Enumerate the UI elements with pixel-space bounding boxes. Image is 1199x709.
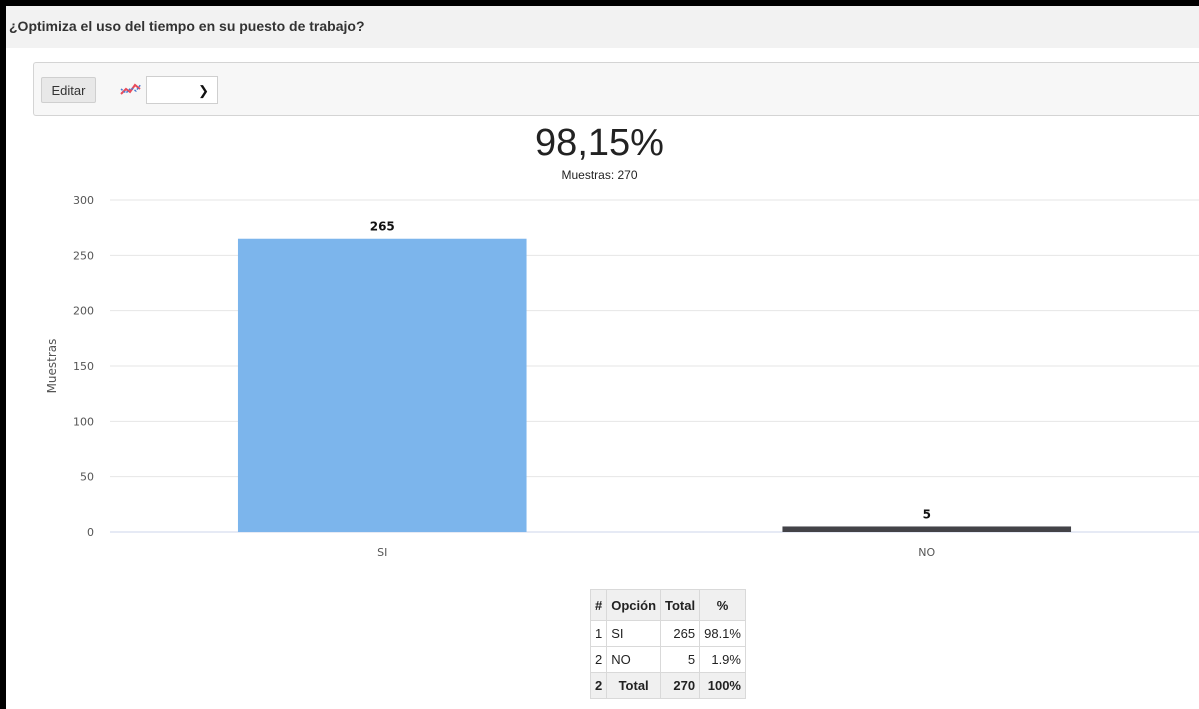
y-tick-label: 100 <box>73 415 94 428</box>
percentage-value: 98,15% <box>535 122 664 164</box>
bar <box>237 238 527 532</box>
y-tick-label: 150 <box>73 360 94 373</box>
col-header-percent: % <box>699 589 746 621</box>
y-tick-label: 200 <box>73 305 94 318</box>
cell-option: SI <box>606 620 662 647</box>
y-tick-label: 250 <box>73 249 94 262</box>
samples-count: Muestras: 270 <box>561 168 638 182</box>
results-table: # Opción Total % 1 SI 265 98.1% 2 NO 5 1… <box>589 589 746 699</box>
edit-button[interactable]: Editar <box>41 77 96 103</box>
total-value: 270 <box>660 672 701 699</box>
y-tick-label: 300 <box>73 194 94 207</box>
table-row: 1 SI 265 98.1% <box>589 620 746 647</box>
cell-total: 5 <box>660 646 701 673</box>
col-header-index: # <box>589 589 608 621</box>
total-percent: 100% <box>699 672 746 699</box>
total-count: 2 <box>589 672 608 699</box>
y-tick-label: 0 <box>87 526 94 539</box>
table-header-row: # Opción Total % <box>589 589 746 621</box>
bar-chart: 0 50 100 150 200 250 300 Muestras 265 SI 5 NO <box>45 194 1199 559</box>
table-total-row: 2 Total 270 100% <box>589 672 746 699</box>
y-tick-label: 50 <box>80 471 94 484</box>
data-label: 265 <box>370 220 395 234</box>
chart-toolbar: Editar ❯ <box>33 62 1199 116</box>
cell-option: NO <box>606 646 662 673</box>
chart-type-select[interactable]: ❯ <box>146 76 218 104</box>
x-tick-label: SI <box>377 546 387 559</box>
col-header-option: Opción <box>606 589 662 621</box>
total-label: Total <box>606 672 662 699</box>
table-row: 2 NO 5 1.9% <box>589 646 746 673</box>
bar <box>782 526 1072 532</box>
cell-total: 265 <box>660 620 701 647</box>
question-header: ¿Optimiza el uso del tiempo en su puesto… <box>6 6 1199 48</box>
cell-index: 1 <box>589 620 608 647</box>
cell-index: 2 <box>589 646 608 673</box>
chevron-down-icon: ❯ <box>198 83 209 98</box>
data-label: 5 <box>923 507 931 521</box>
col-header-total: Total <box>660 589 701 621</box>
x-tick-label: NO <box>918 546 935 559</box>
cell-percent: 98.1% <box>699 620 746 647</box>
cell-percent: 1.9% <box>699 646 746 673</box>
line-chart-icon[interactable] <box>120 80 142 98</box>
question-title: ¿Optimiza el uso del tiempo en su puesto… <box>9 18 365 34</box>
y-axis-label: Muestras <box>45 339 59 394</box>
